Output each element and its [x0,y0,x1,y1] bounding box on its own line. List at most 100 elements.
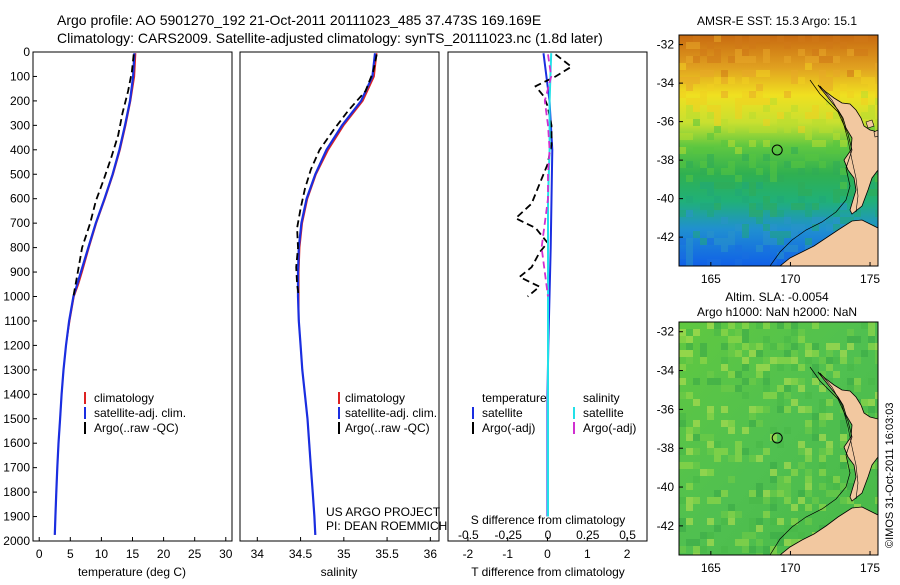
sla-cell [791,539,798,546]
sla-cell [735,511,742,518]
sst-cell [784,252,791,259]
sla-cell [798,378,805,385]
sst-cell [763,224,770,231]
sst-cell [777,119,784,126]
sst-cell [791,77,798,84]
sla-cell [742,427,749,434]
sla-cell [763,490,770,497]
sst-cell [805,189,812,196]
sst-cell [693,56,700,63]
sla-cell [700,343,707,350]
sla-cell [763,511,770,518]
sla-cell [875,392,878,399]
sla-cell [756,364,763,371]
sla-cell [679,525,686,532]
sst-cell [686,98,693,105]
sla-cell [798,497,805,504]
depth-tick-label: 100 [10,69,30,83]
sla-cell [819,462,826,469]
sla-cell [686,462,693,469]
sst-cell [763,175,770,182]
sla-cell [812,378,819,385]
sst-cell [679,252,686,259]
sla-cell [784,462,791,469]
sst-cell [686,133,693,140]
sla-cell [721,343,728,350]
t-argo-line [514,53,573,298]
t-difference-tick-label: 1 [584,547,591,561]
sla-cell [791,469,798,476]
sst-cell [742,77,749,84]
sla-cell [777,476,784,483]
sla-cell [777,343,784,350]
sla-cell [742,364,749,371]
sst-cell [735,147,742,154]
pi-annotation: PI: DEAN ROEMMICH [326,519,447,533]
sla-cell [721,546,728,553]
sla-cell [749,413,756,420]
sla-cell [805,343,812,350]
sla-map-subtitle: Argo h1000: NaN h2000: NaN [697,305,857,319]
sla-cell [707,434,714,441]
sla-cell [693,399,700,406]
sst-cell [721,217,728,224]
sla-cell [679,448,686,455]
sla-cell [679,413,686,420]
sla-cell [714,329,721,336]
sst-cell [868,182,875,189]
sst-cell [819,56,826,63]
sla-map: Altim. SLA: -0.0054 Argo h1000: NaN h200… [657,290,881,575]
sla-cell [875,350,878,357]
temperature-panel: 0100200300400500600700800900100011001200… [3,45,452,579]
sst-cell [805,56,812,63]
sst-cell [763,231,770,238]
sst-cell [826,224,833,231]
sla-cell [819,455,826,462]
argo-location-marker [771,144,783,156]
sst-cell [791,105,798,112]
sla-cell [868,343,875,350]
sst-cell [868,112,875,119]
depth-tick-label: 1700 [3,461,30,475]
credit-text: ©IMOS 31-Oct-2011 16:03:03 [884,403,896,548]
sst-cell [700,238,707,245]
sla-cell [784,378,791,385]
sst-cell [693,119,700,126]
sst-cell [784,91,791,98]
sla-cell [679,336,686,343]
sla-cell [721,518,728,525]
sst-cell [819,126,826,133]
sla-cell [707,441,714,448]
sla-cell [686,448,693,455]
sla-cell [875,343,878,350]
sst-cell [714,35,721,42]
sla-cell [735,371,742,378]
sla-cell [784,392,791,399]
sla-cell [693,539,700,546]
legend-s-argo-label: Argo(-adj) [583,421,636,435]
sst-cell [847,217,854,224]
sla-cell [805,476,812,483]
sla-cell [742,343,749,350]
legend-temperature-heading: temperature [482,391,547,405]
sla-cell [728,455,735,462]
s-difference-tick-label: 0.25 [576,528,600,542]
sst-cell [791,161,798,168]
sst-cell [728,231,735,238]
sst-cell [735,189,742,196]
sst-cell [777,231,784,238]
sst-cell [833,147,840,154]
sla-cell [812,413,819,420]
sla-cell [819,357,826,364]
sla-cell [763,371,770,378]
sst-cell [861,91,868,98]
sst-cell [686,42,693,49]
sla-cell [770,343,777,350]
sst-cell [798,49,805,56]
sla-cell [679,392,686,399]
sla-cell [749,497,756,504]
sla-cell [728,504,735,511]
legend-t-argo-label: Argo(-adj) [482,421,535,435]
difference-panel: -2 -1 0 1 2 -0.5 -0.25 0 0.25 0.5 S difference f… [447,51,648,579]
sst-cell [784,161,791,168]
